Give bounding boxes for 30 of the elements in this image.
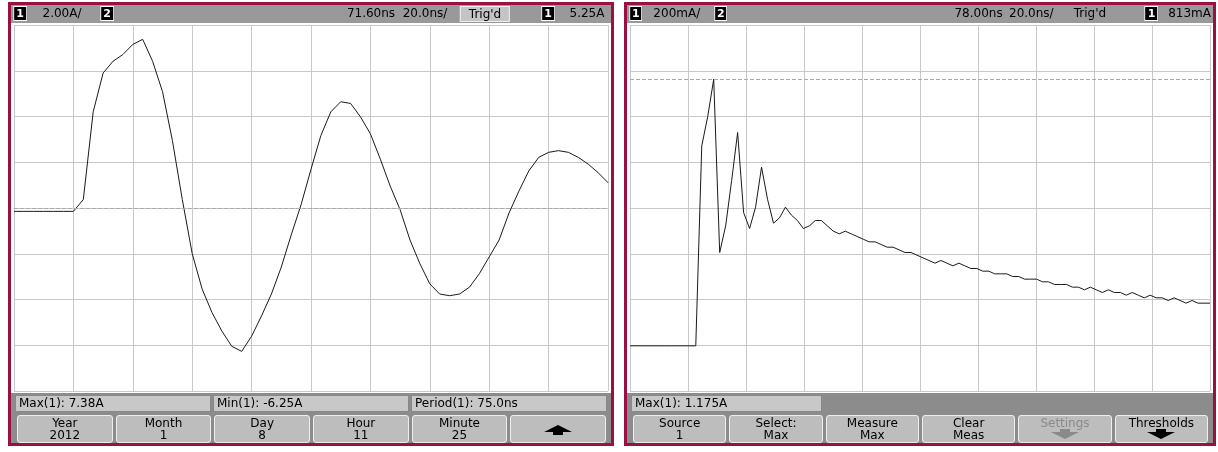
text: Year 2012 bbox=[49, 416, 81, 442]
text: 2.00A/ bbox=[42, 6, 82, 20]
text: Thresholds bbox=[1128, 416, 1195, 430]
text: Measure Max bbox=[846, 416, 898, 442]
text: Trig'd bbox=[459, 6, 511, 22]
text: 20.0ns/ bbox=[402, 6, 448, 20]
text: 5.25A bbox=[569, 6, 605, 20]
text: 1 bbox=[541, 6, 555, 21]
text: Month 1 bbox=[144, 416, 183, 442]
text: Max(1): 7.38A bbox=[15, 395, 211, 412]
text: 20.0ns/ bbox=[1009, 6, 1054, 20]
text: Select: Max bbox=[755, 416, 797, 442]
text: 1 bbox=[1144, 6, 1159, 21]
source-note: Source 1 bbox=[659, 416, 701, 442]
text: 2 bbox=[100, 6, 114, 21]
text: 1 bbox=[13, 6, 27, 21]
text: 71.60ns bbox=[346, 6, 396, 20]
text: Max(1): 1.175A bbox=[631, 395, 823, 412]
text: Trig'd bbox=[1073, 6, 1107, 20]
text: 2 bbox=[713, 6, 728, 21]
text: Day 8 bbox=[250, 416, 274, 442]
text: Minute 25 bbox=[438, 416, 480, 442]
text: 1 bbox=[628, 6, 643, 21]
text: 200mA/ bbox=[653, 6, 701, 20]
text: Min(1): -6.25A bbox=[213, 395, 409, 412]
text: 78.00ns bbox=[954, 6, 1003, 20]
text: Clear Meas bbox=[952, 416, 985, 442]
text: Period(1): 75.0ns bbox=[411, 395, 607, 412]
text: 813mA bbox=[1168, 6, 1211, 20]
text: Hour 11 bbox=[346, 416, 376, 442]
